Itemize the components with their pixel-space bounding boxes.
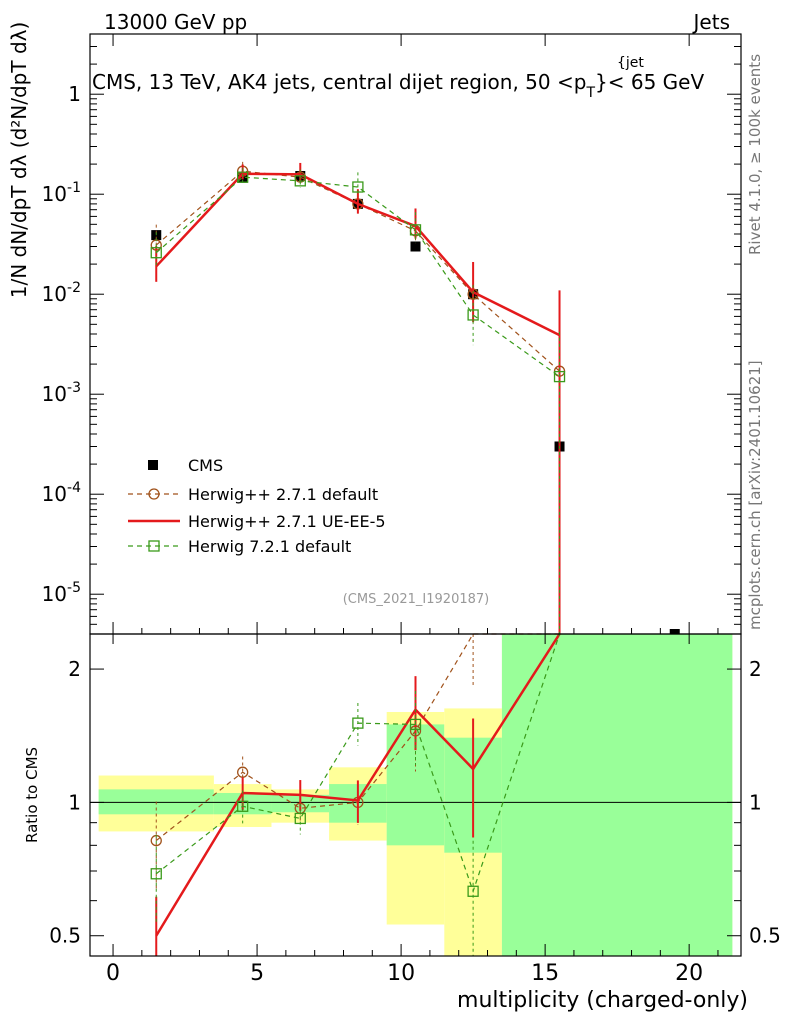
annotation-sup: {jet <box>617 55 644 71</box>
x-axis-label: multiplicity (charged-only) <box>457 988 748 1013</box>
mcplots-label: mcplots.cern.ch [arXiv:2401.10621] <box>746 360 764 630</box>
main-y-label: 1/N dN/dpT dλ (d²N/dpT dλ) <box>7 22 31 299</box>
y-tick-label-ratio-right-2: 2 <box>749 657 762 681</box>
y-tick-label-main-0: 1 <box>68 82 81 106</box>
legend-label-h721: Herwig 7.2.1 default <box>188 537 351 556</box>
rivet-label: Rivet 4.1.0, ≥ 100k events <box>746 54 764 255</box>
main-y-label-text: 1/N dN/dpT dλ (d²N/dpT dλ) <box>7 22 31 299</box>
series-3-point-4 <box>409 224 422 236</box>
series-3-ratio-point-5 <box>467 885 479 897</box>
series-3-point-0 <box>150 247 162 259</box>
analysis-tag: (CMS_2021_I1920187) <box>343 592 490 607</box>
series-0-point-4 <box>410 241 421 252</box>
header-right: Jets <box>692 10 730 34</box>
y-tick-label-main--1: 10-1 <box>42 180 81 206</box>
y-tick-label-main--5: 10-5 <box>42 580 81 606</box>
ratio-y-label: Ratio to CMS <box>23 747 41 843</box>
series-3-ratio-point-3 <box>352 717 364 729</box>
x-tick-label-0: 0 <box>106 961 120 986</box>
ratio-panel <box>90 633 741 956</box>
legend-marker-h721 <box>148 540 160 552</box>
series-3-ratio-point-0 <box>150 868 162 880</box>
x-tick-label-10: 10 <box>387 961 415 986</box>
legend-label-cms: CMS <box>188 456 223 475</box>
series-3-point-1 <box>237 171 249 183</box>
annotation-sub: T <box>585 85 595 101</box>
y-tick-label-ratio-2: 2 <box>68 657 81 681</box>
y-tick-label-ratio-right-0.5: 0.5 <box>749 924 781 948</box>
legend-marker-cms <box>148 460 158 470</box>
series-3-ratio-point-1 <box>237 800 249 812</box>
main-panel: 1 10-1 10-2 10-3 10-4 10-5 <box>42 33 741 639</box>
x-tick-label-20: 20 <box>675 961 703 986</box>
legend-marker-h271 <box>148 488 160 500</box>
y-tick-label-main--4: 10-4 <box>42 480 82 506</box>
header-left: 13000 GeV pp <box>104 10 247 34</box>
series-3-point-2 <box>294 175 306 187</box>
annotation: CMS, 13 TeV, AK4 jets, central dijet reg… <box>92 70 704 101</box>
series-3-point-6 <box>553 370 566 383</box>
x-tick-label-15: 15 <box>531 961 559 986</box>
series-1-ratio-point-1 <box>237 766 249 778</box>
y-tick-label-ratio-right-1: 1 <box>749 790 762 814</box>
legend-label-ueee5: Herwig++ 2.7.1 UE-EE-5 <box>188 512 386 531</box>
y-tick-label-main--2: 10-2 <box>42 280 81 306</box>
y-tick-label-main--3: 10-3 <box>42 380 81 406</box>
series-3-point-3 <box>352 181 364 193</box>
series-3-ratio-point-4 <box>409 718 422 731</box>
y-tick-label-ratio-1: 1 <box>68 790 81 814</box>
series-3-ratio-point-2 <box>294 812 306 825</box>
y-tick-label-ratio-0.5: 0.5 <box>49 924 81 948</box>
series-3-point-5 <box>467 309 479 321</box>
legend: CMS Herwig++ 2.7.1 default Herwig++ 2.7.… <box>128 456 386 556</box>
ratio-frame <box>89 633 742 957</box>
ratio-band-inner-6 <box>501 634 733 956</box>
legend-label-h271: Herwig++ 2.7.1 default <box>188 485 378 504</box>
annotation-tail: }< 65 GeV <box>595 70 704 94</box>
x-tick-label-5: 5 <box>250 961 264 986</box>
annotation-main: CMS, 13 TeV, AK4 jets, central dijet reg… <box>92 70 586 94</box>
